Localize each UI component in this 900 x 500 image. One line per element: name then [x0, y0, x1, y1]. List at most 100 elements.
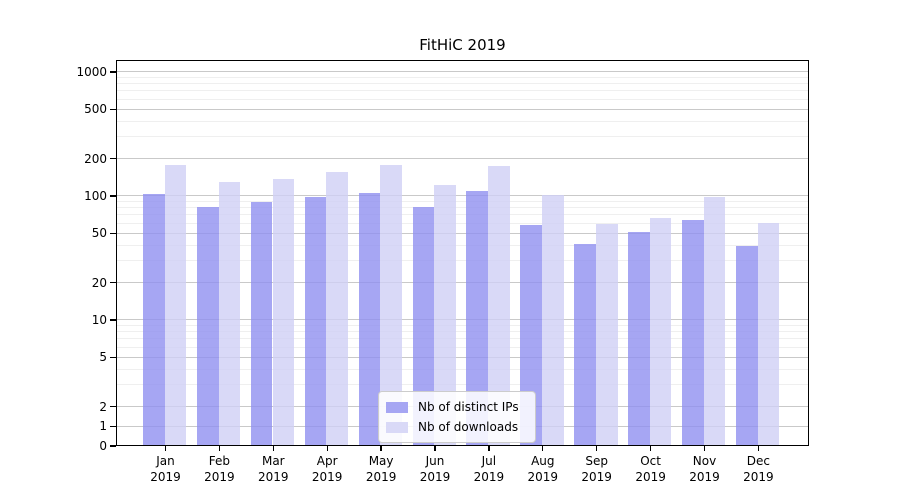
y-tick-label: 0: [99, 439, 107, 453]
bar-downloads: [434, 185, 456, 445]
bar-downloads: [218, 181, 241, 445]
y-tick-mark: [110, 425, 116, 428]
gridline-minor: [117, 200, 808, 202]
x-tick-mark: [380, 446, 382, 451]
x-tick-label: Nov 2019: [689, 454, 720, 484]
gridline-minor: [117, 260, 808, 262]
x-tick-mark: [649, 446, 652, 451]
legend: Nb of distinct IPs Nb of downloads: [378, 391, 536, 443]
y-tick-mark: [110, 405, 116, 408]
y-tick-mark: [110, 157, 116, 160]
y-tick-label: 50: [91, 226, 107, 241]
x-tick-label: Feb 2019: [204, 454, 235, 484]
bar-downloads: [595, 224, 618, 445]
gridline-minor: [117, 136, 808, 138]
x-tick-label: Mar 2019: [258, 454, 289, 484]
x-tick-mark: [757, 446, 760, 451]
y-tick-mark: [110, 71, 116, 73]
x-tick-mark: [164, 446, 167, 451]
x-tick-mark: [272, 446, 274, 451]
legend-swatch-distinct-ips: [386, 401, 408, 413]
legend-swatch-downloads: [386, 421, 408, 433]
y-tick-mark: [110, 232, 116, 235]
gridline-major: [117, 356, 808, 358]
bar-downloads: [164, 165, 187, 445]
bar-distinct-ips: [628, 232, 650, 445]
gridline-minor: [117, 222, 808, 224]
x-tick-label: Sep 2019: [581, 454, 612, 484]
bar-downloads: [757, 222, 780, 445]
gridline-major: [117, 281, 808, 283]
legend-item-distinct-ips: Nb of distinct IPs: [386, 397, 527, 417]
gridline-minor: [117, 90, 808, 92]
gridline-minor: [117, 368, 808, 370]
x-tick-label: Jun 2019: [419, 454, 451, 484]
gridline-major: [117, 71, 808, 73]
y-tick-label: 100: [84, 189, 107, 203]
bar-downloads: [649, 218, 672, 445]
bar-distinct-ips: [358, 192, 381, 445]
y-tick-label: 2: [99, 399, 107, 414]
bar-distinct-ips: [682, 219, 704, 445]
x-tick-label: Aug 2019: [527, 454, 559, 484]
legend-label-distinct-ips: Nb of distinct IPs: [418, 400, 519, 414]
gridline-minor: [117, 83, 808, 85]
bar-distinct-ips: [304, 197, 327, 445]
legend-label-downloads: Nb of downloads: [418, 420, 519, 434]
x-tick-label: Oct 2019: [635, 454, 666, 484]
bar-distinct-ips: [196, 207, 219, 445]
x-tick-mark: [218, 446, 221, 451]
x-tick-mark: [596, 446, 598, 451]
x-tick-mark: [326, 446, 328, 451]
y-tick-label: 1000: [76, 65, 107, 79]
y-tick-label: 200: [84, 151, 107, 166]
bar-distinct-ips: [250, 201, 273, 445]
x-tick-label: Dec 2019: [743, 454, 774, 484]
gridline-minor: [117, 244, 808, 246]
bar-distinct-ips: [466, 191, 489, 445]
gridline-minor: [117, 214, 808, 216]
y-tick-label: 1: [99, 419, 107, 434]
gridline-minor: [117, 331, 808, 333]
gridline-major: [117, 157, 808, 159]
y-tick-mark: [110, 108, 116, 111]
gridline-major: [117, 195, 808, 197]
y-tick-label: 10: [91, 313, 107, 327]
y-tick-label: 500: [84, 102, 107, 117]
bar-distinct-ips: [520, 225, 542, 445]
bar-downloads: [272, 179, 295, 445]
bar-downloads: [380, 164, 402, 445]
bar-distinct-ips: [412, 207, 435, 445]
x-tick-mark: [703, 446, 706, 451]
y-tick-label: 20: [91, 275, 107, 290]
y-tick-mark: [110, 281, 116, 284]
x-tick-label: Apr 2019: [311, 454, 343, 484]
y-tick-mark: [110, 195, 116, 197]
bar-downloads: [542, 195, 564, 445]
x-tick-label: Jul 2019: [473, 454, 505, 484]
y-tick-mark: [110, 356, 116, 359]
bar-distinct-ips: [574, 244, 596, 445]
x-tick-mark: [488, 446, 490, 451]
gridline-minor: [117, 76, 808, 78]
y-tick-label: 5: [99, 350, 107, 365]
x-tick-label: May 2019: [365, 454, 397, 484]
legend-item-downloads: Nb of downloads: [386, 417, 527, 437]
gridline-major: [117, 319, 808, 321]
gridline-minor: [117, 384, 808, 386]
gridline-minor: [117, 338, 808, 340]
gridline-minor: [117, 324, 808, 326]
bar-distinct-ips: [735, 245, 758, 445]
plot-area: [116, 60, 809, 446]
x-tick-label: Jan 2019: [150, 454, 181, 484]
y-tick-mark: [110, 319, 116, 321]
chart-title: FitHiC 2019: [419, 36, 506, 54]
gridline-minor: [117, 346, 808, 348]
bar-downloads: [326, 171, 349, 445]
gridline-minor: [117, 98, 808, 100]
gridline-major: [117, 232, 808, 234]
gridline-minor: [117, 120, 808, 122]
x-tick-mark: [542, 446, 544, 451]
bar-distinct-ips: [143, 193, 165, 445]
